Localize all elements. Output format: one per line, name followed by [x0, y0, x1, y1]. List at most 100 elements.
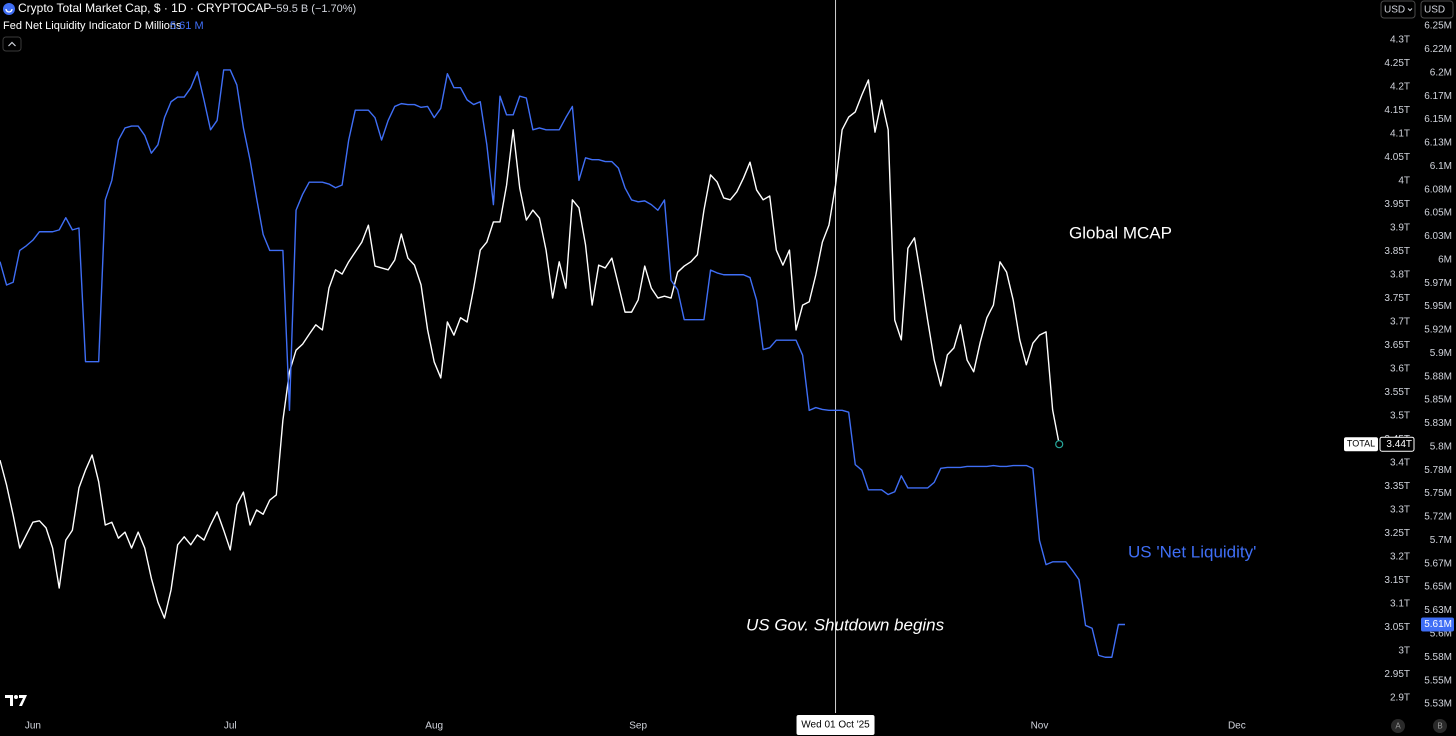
- y2-tick-label: 5.92M: [1424, 325, 1452, 336]
- price-tag-box: [1379, 436, 1415, 452]
- x-tick-label: Sep: [629, 721, 647, 732]
- y-tick-label: 3.3T: [1390, 505, 1410, 516]
- collapse-button[interactable]: [2, 36, 22, 52]
- y2-tick-label: 5.8M: [1430, 441, 1452, 452]
- scale-button[interactable]: B: [1433, 719, 1447, 733]
- annotation: Global MCAP: [1069, 223, 1172, 242]
- y2-tick-label: 5.55M: [1424, 675, 1452, 686]
- y2-tick-label: 5.58M: [1424, 652, 1452, 663]
- y2-tick-label: 6.13M: [1424, 138, 1452, 149]
- y2-tick-label: 6.2M: [1430, 67, 1452, 78]
- x-tick-label: Aug: [425, 721, 443, 732]
- symbol-change: −59.5 B (−1.70%): [270, 3, 356, 15]
- y-tick-label: 3.65T: [1384, 340, 1410, 351]
- y2-tick-label: 5.78M: [1424, 465, 1452, 476]
- tv-logo-part: [19, 695, 27, 706]
- y-tick-label: 2.95T: [1384, 669, 1410, 680]
- y-tick-label: 4.15T: [1384, 105, 1410, 116]
- y-tick-label: 3.9T: [1390, 223, 1410, 234]
- price-tag-label: 3.44T: [1386, 439, 1412, 450]
- y2-tick-label: 6.17M: [1424, 91, 1452, 102]
- collapse-icon: [8, 41, 16, 47]
- y-tick-label: 3.15T: [1384, 575, 1410, 586]
- x-tick-label: Dec: [1228, 721, 1246, 732]
- currency-label: USD: [1424, 5, 1445, 16]
- y-tick-label: 3.05T: [1384, 622, 1410, 633]
- currency-caret: [1407, 8, 1413, 12]
- y2-tick-label: 5.67M: [1424, 558, 1452, 569]
- scale-button-label: A: [1395, 722, 1401, 731]
- y-tick-label: 3T: [1398, 646, 1410, 657]
- currency-button[interactable]: [1380, 0, 1416, 19]
- y-tick-label: 4T: [1398, 176, 1410, 187]
- y2-tick-label: 6.25M: [1424, 21, 1452, 32]
- y-tick-label: 4.05T: [1384, 152, 1410, 163]
- scale-button-label: B: [1437, 722, 1442, 731]
- y-tick-label: 3.8T: [1390, 270, 1410, 281]
- y2-tick-label: 6.1M: [1430, 161, 1452, 172]
- y-tick-label: 3.35T: [1384, 481, 1410, 492]
- y-tick-label: 3.6T: [1390, 364, 1410, 375]
- currency-label: USD: [1384, 5, 1405, 16]
- y-tick-label: 3.2T: [1390, 552, 1410, 563]
- tv-logo-part: [5, 695, 13, 706]
- y2-tick-label: 6.08M: [1424, 184, 1452, 195]
- y-tick-label: 3.55T: [1384, 387, 1410, 398]
- x-tick-label: Jun: [25, 721, 41, 732]
- symbol-logo: [3, 3, 15, 15]
- y2-tick-label: 6.22M: [1424, 44, 1452, 55]
- x-tick-label: Nov: [1031, 721, 1049, 732]
- last-point: [1055, 440, 1064, 449]
- y-tick-label: 3.85T: [1384, 246, 1410, 257]
- y2-tick-label: 6.15M: [1424, 114, 1452, 125]
- y-tick-label: 4.25T: [1384, 58, 1410, 69]
- price-tag-name: TOTAL: [1347, 439, 1375, 449]
- price-tag-name-box: [1344, 437, 1378, 452]
- currency-button[interactable]: [1420, 0, 1454, 19]
- tv-logo-part: [14, 695, 18, 699]
- y-tick-label: 3.7T: [1390, 317, 1410, 328]
- y2-tick-label: 5.65M: [1424, 582, 1452, 593]
- y2-tick-label: 5.63M: [1424, 605, 1452, 616]
- annotation: US 'Net Liquidity': [1128, 542, 1256, 561]
- symbol-logo-mark: [5, 8, 13, 13]
- y-tick-label: 3.4T: [1390, 458, 1410, 469]
- y2-tick-label: 6.05M: [1424, 208, 1452, 219]
- y-tick-label: 4.3T: [1390, 35, 1410, 46]
- y2-tick-label: 5.6M: [1430, 629, 1452, 640]
- price-tag-box: [1421, 617, 1454, 632]
- y-tick-label: 4.2T: [1390, 82, 1410, 93]
- scale-button-bg: [1391, 719, 1405, 733]
- y2-tick-label: 5.9M: [1430, 348, 1452, 359]
- y-tick-label: 3.25T: [1384, 528, 1410, 539]
- y-tick-label: 3.95T: [1384, 199, 1410, 210]
- y2-tick-label: 5.97M: [1424, 278, 1452, 289]
- y-tick-label: 4.1T: [1390, 129, 1410, 140]
- series-line: [0, 79, 1060, 619]
- y2-tick-label: 5.83M: [1424, 418, 1452, 429]
- y2-tick-label: 5.72M: [1424, 512, 1452, 523]
- y2-tick-label: 6M: [1438, 254, 1452, 265]
- y2-tick-label: 5.7M: [1430, 535, 1452, 546]
- scale-button-bg: [1433, 719, 1447, 733]
- crosshair-label: Wed 01 Oct '25: [801, 720, 870, 731]
- symbol-title: Crypto Total Market Cap, $ · 1D · CRYPTO…: [18, 1, 271, 15]
- scale-button[interactable]: A: [1391, 719, 1405, 733]
- y2-tick-label: 5.85M: [1424, 395, 1452, 406]
- y-tick-label: 3.5T: [1390, 411, 1410, 422]
- price-tag-label: 5.61M: [1424, 619, 1452, 630]
- indicator-title: Fed Net Liquidity Indicator D Millions: [3, 20, 182, 32]
- y-tick-label: 3.1T: [1390, 599, 1410, 610]
- tv-logo: [5, 695, 27, 706]
- annotation: US Gov. Shutdown begins: [746, 615, 945, 634]
- y2-tick-label: 5.75M: [1424, 488, 1452, 499]
- x-tick-label: Jul: [224, 721, 237, 732]
- y2-tick-label: 6.03M: [1424, 231, 1452, 242]
- indicator-value: 5.61 M: [170, 20, 204, 32]
- y2-tick-label: 5.95M: [1424, 301, 1452, 312]
- crosshair-label-box: [796, 715, 875, 735]
- series-line: [0, 69, 1125, 658]
